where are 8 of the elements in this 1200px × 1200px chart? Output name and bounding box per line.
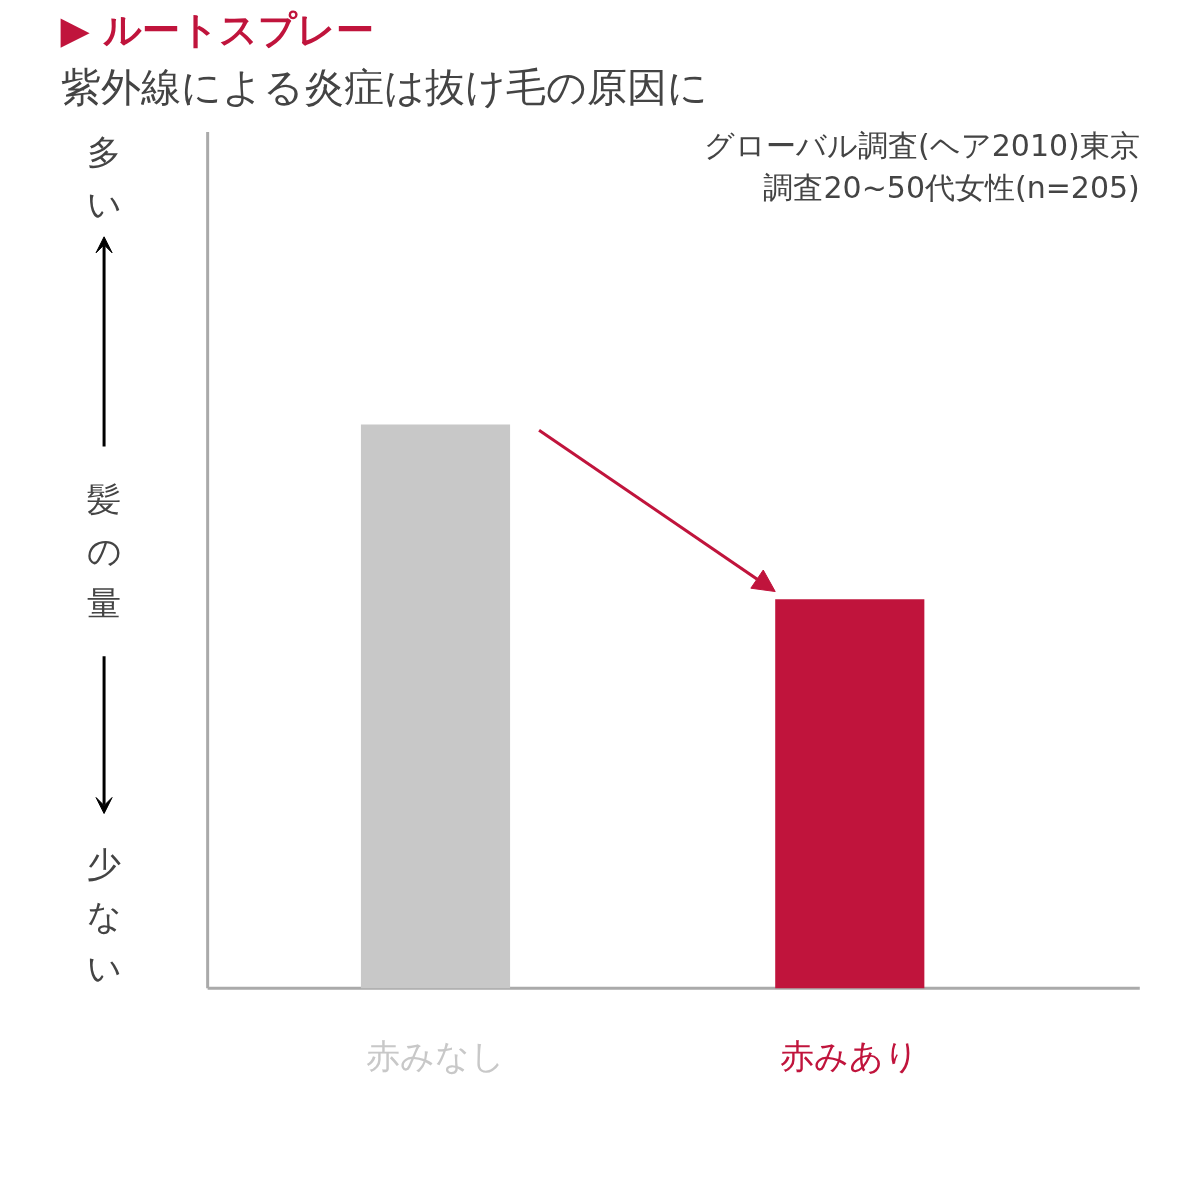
text: 少ない bbox=[86, 844, 122, 989]
text: 多い bbox=[86, 131, 122, 224]
y-axis-title: 髪の量 bbox=[86, 479, 122, 624]
chart-subtitle: 紫外線による炎症は抜け毛の原因に bbox=[60, 63, 708, 110]
chart-title: ▶ ルートスプレー bbox=[60, 7, 374, 52]
text: グローバル調査(ヘア2010)東京 bbox=[704, 127, 1140, 163]
x-tick-label: 赤みあり bbox=[780, 1035, 920, 1076]
text: 調査20~50代女性(n=205) bbox=[763, 169, 1140, 205]
